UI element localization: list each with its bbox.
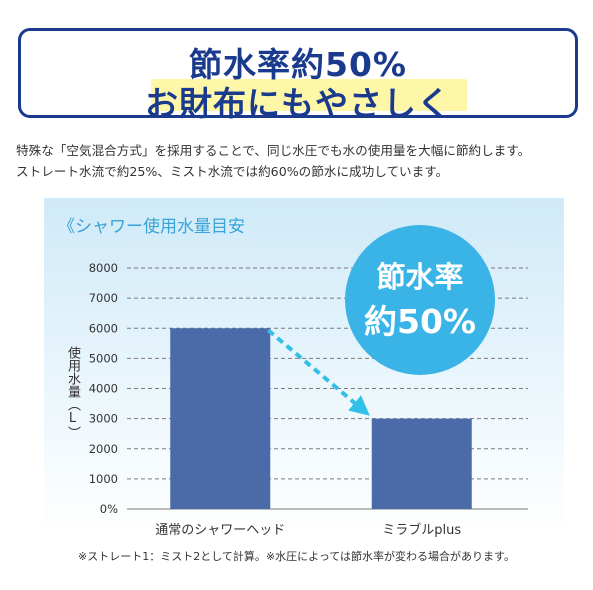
y-axis-label: 使用水量（L）	[65, 346, 80, 439]
savings-badge: 節水率 約50%	[345, 225, 495, 375]
headline-line1: 節水率約50%	[189, 45, 407, 84]
description-line2: ストレート水流で約25%、ミスト水流では約60%の節水に成功しています。	[16, 164, 449, 179]
bar	[371, 418, 472, 509]
y-tick-label: 1000	[89, 472, 118, 486]
headline-line2: お財布にもやさしく	[145, 84, 451, 123]
headline-banner: 節水率約50% お財布にもやさしく	[18, 28, 578, 123]
highlight-marker	[151, 79, 467, 111]
y-tick-label: 8000	[89, 261, 118, 275]
y-tick-label: 3000	[89, 412, 118, 426]
y-tick-label: 0%	[100, 502, 118, 516]
bar	[170, 328, 271, 509]
chart-title: 《シャワー使用水量目安	[58, 217, 245, 237]
badge-line2: 約50%	[364, 302, 476, 341]
x-category-label: ミラブルplus	[382, 522, 461, 538]
y-tick-label: 2000	[89, 442, 118, 456]
y-tick-label: 6000	[89, 321, 118, 335]
description: 特殊な「空気混合方式」を採用することで、同じ水圧でも水の使用量を大幅に節約します…	[16, 140, 586, 182]
reduction-arrow	[266, 328, 370, 416]
x-category-label: 通常のシャワーヘッド	[155, 523, 285, 538]
y-tick-label: 5000	[89, 351, 118, 365]
description-line1: 特殊な「空気混合方式」を採用することで、同じ水圧でも水の使用量を大幅に節約します…	[16, 143, 531, 158]
y-tick-label: 7000	[89, 291, 118, 305]
badge-circle	[345, 225, 495, 375]
footnote: ※ストレート1：ミスト2として計算。※水圧によっては節水率が変わる場合があります…	[78, 550, 515, 563]
y-tick-label: 4000	[89, 382, 118, 396]
badge-line1: 節水率	[376, 260, 463, 294]
